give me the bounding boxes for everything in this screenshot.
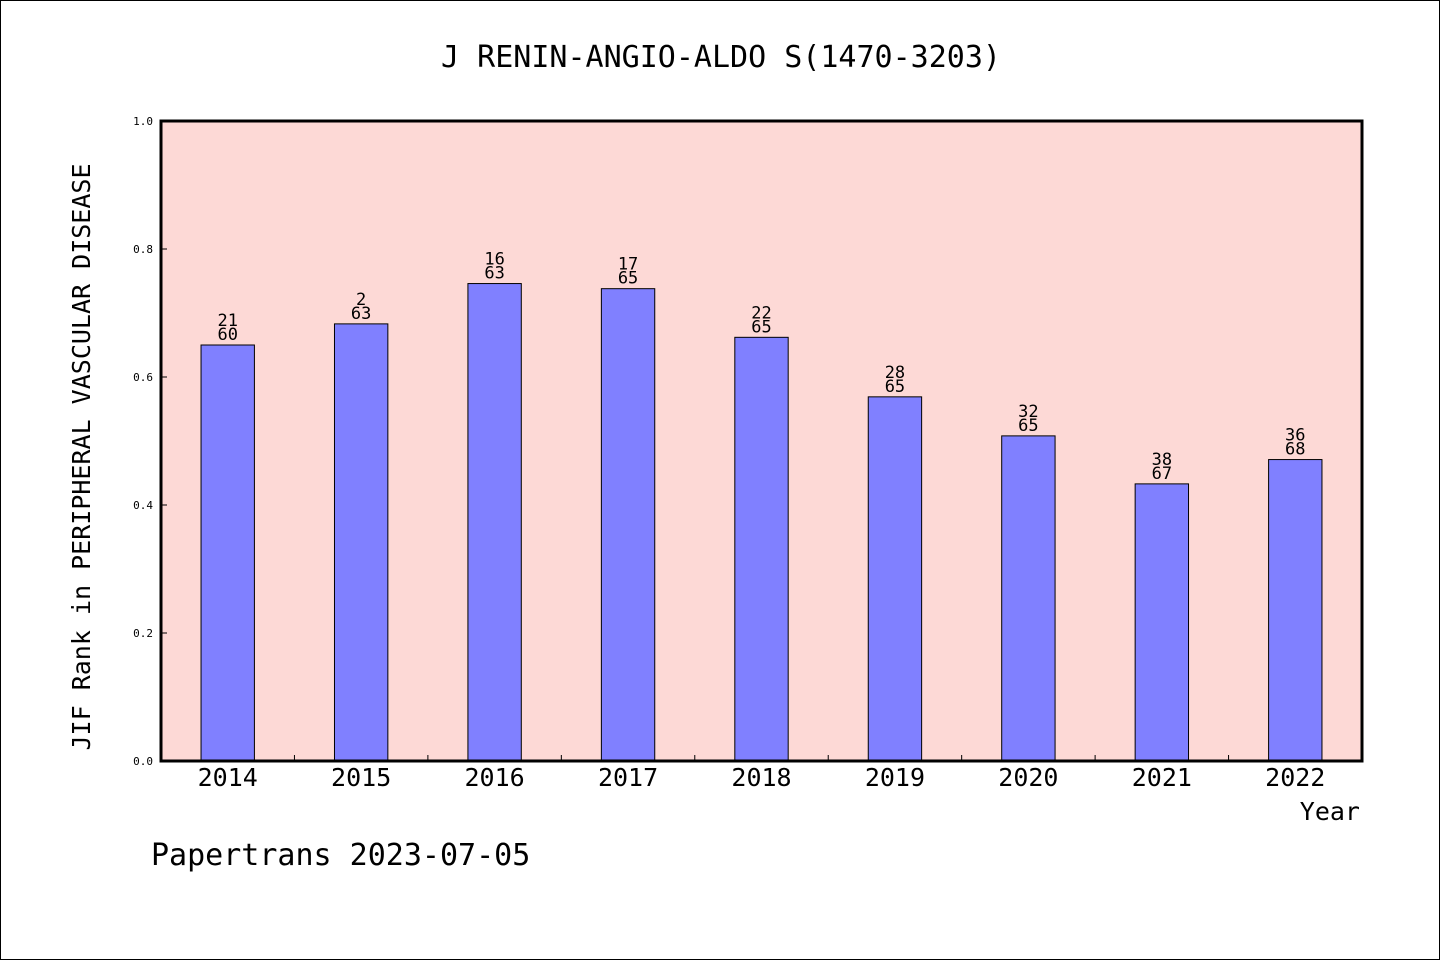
bar-label-rank: 16 <box>484 250 504 270</box>
bar-label-total: 67 <box>1152 464 1172 484</box>
bar-label-rank: 17 <box>618 255 638 275</box>
bar-label-total: 65 <box>1018 416 1038 436</box>
chart-title: J RENIN-ANGIO-ALDO S(1470-3203) <box>441 40 1001 75</box>
bar-label-total: 68 <box>1285 440 1305 460</box>
x-tick-label: 2017 <box>598 763 658 792</box>
y-tick-label: 0.8 <box>133 243 153 256</box>
x-tick-label: 2019 <box>865 763 925 792</box>
y-tick-label: 0.4 <box>133 499 153 512</box>
x-tick-label: 2020 <box>998 763 1058 792</box>
bar-2017 <box>600 288 656 762</box>
bar-label-rank: 36 <box>1285 426 1305 446</box>
x-tick-label: 2018 <box>731 763 791 792</box>
bar-label-total: 63 <box>484 264 504 284</box>
y-tick-label: 1.0 <box>133 115 153 128</box>
bar-2020 <box>1001 435 1056 762</box>
bar-label-total: 63 <box>351 304 371 324</box>
bar-label-rank: 22 <box>751 303 771 323</box>
x-tick-label: 2015 <box>331 763 391 792</box>
bar-2016 <box>467 283 522 762</box>
x-axis-label: Year <box>1300 797 1360 826</box>
bar-label-total: 65 <box>751 317 771 337</box>
plot-frame <box>159 119 1364 763</box>
x-tick-label: 2022 <box>1265 763 1325 792</box>
bar-label-rank: 28 <box>885 363 905 383</box>
y-axis-label: JIF Rank in PERIPHERAL VASCULAR DISEASE <box>67 164 96 751</box>
bar-2015 <box>333 323 389 762</box>
x-tick-label: 2014 <box>198 763 258 792</box>
bar-label-rank: 2 <box>356 290 366 310</box>
footer-credit: Papertrans 2023-07-05 <box>151 838 530 873</box>
bar-2014 <box>200 344 255 762</box>
bar-2019 <box>867 396 923 762</box>
bar-label-total: 65 <box>885 377 905 397</box>
x-axis-ticks: 2014 2015 2016 2017 2018 2019 2020 2021 2022 <box>198 755 1325 792</box>
y-tick-label: 0.2 <box>133 627 153 640</box>
bar-label-rank: 38 <box>1152 450 1172 470</box>
y-tick-label: 0.6 <box>133 371 153 384</box>
x-tick-label: 2021 <box>1132 763 1192 792</box>
bar-2018 <box>734 336 789 762</box>
bar-label-total: 65 <box>618 269 638 289</box>
y-axis-ticks: 0.0 0.2 0.4 0.6 0.8 1.0 <box>133 115 167 768</box>
bar-label-total: 60 <box>217 325 237 345</box>
y-tick-label: 0.0 <box>133 755 153 768</box>
bar-label-rank: 21 <box>217 311 237 331</box>
bar-2022 <box>1268 459 1323 762</box>
bar-2021 <box>1134 483 1190 762</box>
bar-label-rank: 32 <box>1018 402 1038 422</box>
x-tick-label: 2016 <box>465 763 525 792</box>
